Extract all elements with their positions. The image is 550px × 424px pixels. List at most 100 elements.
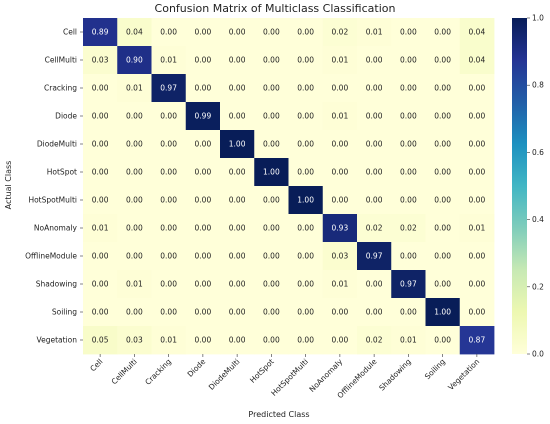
y-axis-label: Actual Class bbox=[4, 161, 13, 210]
cell-value-label: 0.00 bbox=[229, 336, 246, 345]
cell-value-label: 0.00 bbox=[229, 252, 246, 261]
heatmap-cell bbox=[117, 214, 152, 243]
heatmap-cell bbox=[220, 214, 255, 243]
heatmap-cell bbox=[254, 326, 289, 355]
heatmap-cell bbox=[322, 74, 358, 103]
cell-value-label: 0.00 bbox=[400, 84, 417, 93]
heatmap-cell bbox=[117, 298, 152, 327]
heatmap-cell bbox=[254, 130, 289, 159]
cell-value-label: 0.00 bbox=[469, 280, 486, 289]
heatmap-cell bbox=[151, 298, 187, 327]
cell-value-label: 0.01 bbox=[332, 112, 349, 121]
heatmap-cell bbox=[425, 326, 461, 355]
heatmap-cell bbox=[288, 186, 324, 215]
colorbar-tick-label: 1.0 bbox=[532, 14, 544, 23]
cell-value-label: 0.00 bbox=[160, 252, 177, 261]
cell-value-label: 0.00 bbox=[469, 140, 486, 149]
cell-value-label: 0.00 bbox=[263, 280, 280, 289]
heatmap-cell bbox=[220, 74, 255, 103]
cell-value-label: 0.00 bbox=[297, 252, 314, 261]
heatmap-cell bbox=[83, 46, 118, 75]
heatmap-cell bbox=[83, 74, 118, 103]
heatmap-cell bbox=[254, 242, 289, 271]
cell-value-label: 0.00 bbox=[366, 308, 383, 317]
heatmap-cell bbox=[357, 18, 392, 47]
heatmap-cell bbox=[254, 18, 289, 47]
heatmap-cell bbox=[83, 158, 118, 187]
x-tick-label-no-anomaly: NoAnomaly bbox=[307, 357, 344, 394]
cell-value-label: 0.01 bbox=[126, 280, 143, 289]
heatmap-cell bbox=[117, 326, 152, 355]
cell-value-label: 0.00 bbox=[332, 84, 349, 93]
cell-value-label: 1.00 bbox=[229, 140, 246, 149]
heatmap-cell bbox=[425, 130, 461, 159]
heatmap-cell bbox=[220, 242, 255, 271]
cell-value-label: 0.02 bbox=[366, 336, 383, 345]
heatmap-cell bbox=[357, 102, 392, 131]
cell-value-label: 0.00 bbox=[229, 168, 246, 177]
heatmap-cell bbox=[220, 158, 255, 187]
cell-value-label: 0.01 bbox=[400, 336, 417, 345]
cell-value-label: 0.00 bbox=[366, 84, 383, 93]
cell-value-label: 0.00 bbox=[332, 168, 349, 177]
cell-value-label: 0.00 bbox=[195, 140, 212, 149]
heatmap-cell bbox=[151, 46, 187, 75]
heatmap-cell bbox=[220, 186, 255, 215]
heatmap-cell bbox=[254, 102, 289, 131]
cell-value-label: 0.00 bbox=[297, 280, 314, 289]
y-tick-label-no-anomaly: NoAnomaly bbox=[34, 224, 78, 233]
cell-value-label: 0.03 bbox=[332, 252, 349, 261]
heatmap-cell bbox=[254, 46, 289, 75]
heatmap-cell bbox=[322, 186, 358, 215]
x-tick-label-shadowing: Shadowing bbox=[377, 357, 413, 393]
heatmap-cell bbox=[288, 326, 324, 355]
heatmap-cell bbox=[185, 74, 221, 103]
cell-value-label: 0.03 bbox=[92, 56, 109, 65]
cell-value-label: 0.01 bbox=[469, 224, 486, 233]
heatmap-cell bbox=[220, 298, 255, 327]
cell-value-label: 0.00 bbox=[400, 308, 417, 317]
cell-value-label: 0.00 bbox=[434, 280, 451, 289]
heatmap-cell bbox=[322, 102, 358, 131]
cell-value-label: 0.00 bbox=[332, 308, 349, 317]
heatmap-cell bbox=[391, 158, 426, 187]
heatmap-grid: 0.89 0.04 0.00 0.00 0.00 0.00 0.00 0.02 0.01 0.00… bbox=[83, 18, 495, 355]
heatmap-cell bbox=[117, 270, 152, 299]
heatmap-cell bbox=[185, 214, 221, 243]
heatmap-cell bbox=[254, 186, 289, 215]
cell-value-label: 0.00 bbox=[195, 252, 212, 261]
cell-value-label: 0.00 bbox=[469, 196, 486, 205]
heatmap-cell bbox=[288, 102, 324, 131]
cell-value-label: 0.00 bbox=[195, 336, 212, 345]
heatmap-cell bbox=[357, 130, 392, 159]
cell-value-label: 0.93 bbox=[332, 224, 349, 233]
y-tick-label-diode: Diode bbox=[55, 112, 77, 121]
cell-value-label: 1.00 bbox=[297, 196, 314, 205]
heatmap-cell bbox=[357, 74, 392, 103]
heatmap-cell bbox=[357, 270, 392, 299]
cell-value-label: 0.00 bbox=[263, 140, 280, 149]
cell-value-label: 0.03 bbox=[126, 336, 143, 345]
cell-value-label: 0.00 bbox=[400, 168, 417, 177]
heatmap-cell bbox=[357, 46, 392, 75]
cell-value-label: 0.00 bbox=[366, 112, 383, 121]
cell-value-label: 0.01 bbox=[126, 84, 143, 93]
heatmap-cell bbox=[459, 18, 495, 47]
cell-value-label: 0.02 bbox=[400, 224, 417, 233]
heatmap-cell bbox=[425, 74, 461, 103]
cell-value-label: 0.02 bbox=[366, 224, 383, 233]
cell-value-label: 0.00 bbox=[195, 84, 212, 93]
cell-value-label: 0.00 bbox=[160, 280, 177, 289]
heatmap-cell bbox=[459, 158, 495, 187]
cell-value-label: 0.00 bbox=[469, 84, 486, 93]
cell-value-label: 0.00 bbox=[229, 112, 246, 121]
chart-title: Confusion Matrix of Multiclass Classific… bbox=[155, 2, 396, 15]
heatmap-cell bbox=[322, 242, 358, 271]
heatmap-cell bbox=[117, 158, 152, 187]
heatmap-cell bbox=[117, 102, 152, 131]
cell-value-label: 1.00 bbox=[263, 168, 280, 177]
colorbar-gradient bbox=[512, 18, 527, 354]
cell-value-label: 0.00 bbox=[297, 168, 314, 177]
cell-value-label: 0.97 bbox=[400, 280, 417, 289]
